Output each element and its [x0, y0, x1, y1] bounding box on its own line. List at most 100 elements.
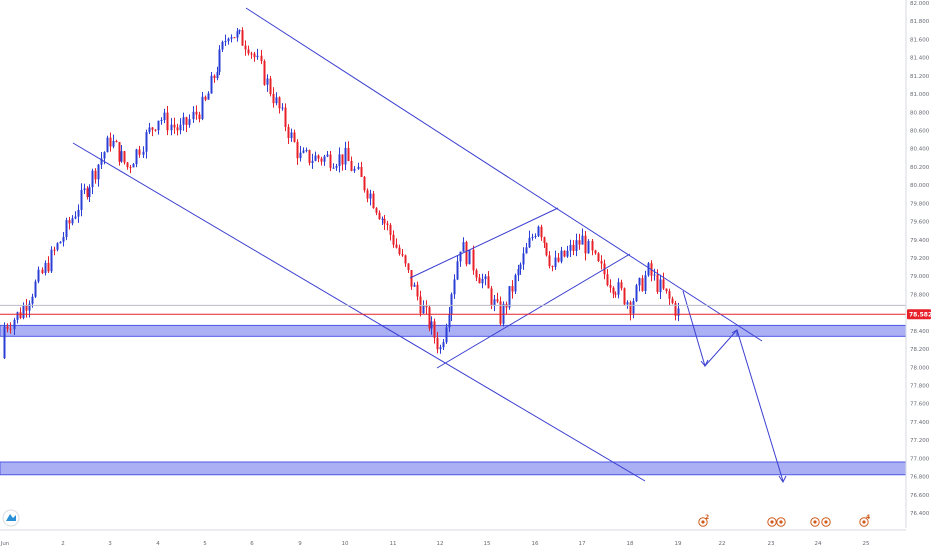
candle-body: [132, 164, 135, 168]
candle-body: [269, 78, 272, 95]
candle-body: [519, 264, 522, 269]
candle-body: [490, 288, 493, 306]
candle-body: [366, 190, 369, 199]
candle-body: [350, 160, 353, 171]
candle-body: [392, 234, 395, 245]
candle-body: [182, 117, 185, 125]
candle-body: [28, 303, 31, 311]
candle-body: [674, 303, 677, 316]
candle-body: [439, 347, 442, 350]
candle-body: [332, 167, 335, 169]
event-marker-dot: [862, 520, 866, 524]
candle-body: [210, 75, 213, 94]
candle-body: [626, 302, 629, 305]
candle-body: [284, 107, 287, 127]
time-axis[interactable]: Jun 2 3 4 5 6 9 10 11 12 15 16 17 18 19 22 23 24 25: [0, 529, 906, 547]
candle-body: [413, 284, 416, 287]
price-tick-label: 80.600: [910, 129, 930, 135]
candle-body: [290, 132, 293, 139]
candle-body: [472, 249, 475, 271]
platform-logo[interactable]: [2, 509, 20, 527]
price-tick-label: 80.200: [910, 165, 930, 171]
candle-body: [668, 291, 671, 299]
candle-body: [320, 158, 323, 162]
event-marker-dot: [824, 520, 828, 524]
candle-body: [591, 241, 594, 251]
reference-lines: [0, 304, 906, 315]
event-count-label: 4: [866, 514, 870, 521]
candle-body: [244, 45, 247, 50]
candle-body: [647, 263, 650, 276]
candle-body: [606, 274, 609, 286]
candle-body: [534, 235, 537, 237]
price-axis[interactable]: 82.000 81.800 81.600 81.400 81.200 81.000 80.8…: [905, 0, 932, 528]
candle-body: [378, 212, 381, 220]
candle-body: [422, 306, 425, 314]
candle-body: [587, 241, 590, 254]
candle-body: [525, 247, 528, 254]
candle-body: [41, 269, 44, 273]
price-tick-label: 77.600: [910, 402, 930, 408]
candle-body: [656, 274, 659, 293]
candle-body: [341, 154, 344, 165]
candle-body: [563, 250, 566, 257]
candle-body: [302, 150, 305, 153]
current-price-label: 78.582: [909, 311, 932, 318]
candle-body: [353, 168, 356, 171]
candle-body: [453, 279, 456, 295]
candle-body: [484, 276, 487, 279]
projection-arrowhead-1: [700, 359, 709, 367]
candle-body: [185, 117, 188, 125]
candle-body: [329, 154, 332, 168]
candle-body: [256, 55, 259, 58]
candle-body: [56, 243, 59, 250]
candle-body: [369, 193, 372, 199]
candle-body: [496, 299, 499, 302]
candle-body: [311, 160, 314, 163]
candle-body: [398, 247, 401, 255]
candle-body: [163, 112, 166, 121]
price-tick-label: 77.200: [910, 438, 930, 444]
candle-body: [609, 285, 612, 288]
candle-body: [375, 208, 378, 213]
support-zone-1: [0, 324, 907, 337]
candle-body: [612, 287, 615, 294]
rising-channel-lower-line: [436, 253, 631, 369]
price-tick-label: 79.600: [910, 220, 930, 226]
price-tick-label: 78.800: [910, 292, 930, 298]
candle-body: [508, 286, 511, 308]
time-tick-label: 3: [108, 541, 112, 547]
candle-body: [314, 155, 317, 161]
candle-body: [425, 306, 428, 308]
candle-body: [540, 226, 543, 238]
time-tick-label: 15: [484, 541, 491, 547]
candle-body: [9, 328, 12, 330]
candle-body: [142, 151, 145, 155]
candle-body: [19, 312, 22, 318]
candle-body: [481, 278, 484, 284]
candle-body: [617, 282, 620, 295]
candle-body: [522, 253, 525, 265]
candle-body: [86, 188, 89, 197]
candle-body: [347, 147, 350, 161]
candle-body: [253, 53, 256, 58]
candle-body: [68, 220, 71, 224]
candle-body: [511, 286, 514, 292]
candle-body: [614, 293, 617, 295]
candle-body: [548, 255, 551, 267]
candle-body: [126, 162, 129, 168]
price-tick-label: 79.000: [910, 274, 930, 280]
candle-body: [416, 284, 419, 297]
candle-body: [597, 253, 600, 262]
time-tick-label: 9: [298, 541, 302, 547]
candle-body: [620, 282, 623, 289]
candle-body: [293, 132, 296, 142]
candle-body: [299, 152, 302, 159]
event-marker-dot: [701, 520, 705, 524]
candle-body: [16, 312, 19, 320]
candle-body: [62, 236, 65, 242]
candle-body: [584, 235, 587, 254]
candle-body: [213, 75, 216, 79]
